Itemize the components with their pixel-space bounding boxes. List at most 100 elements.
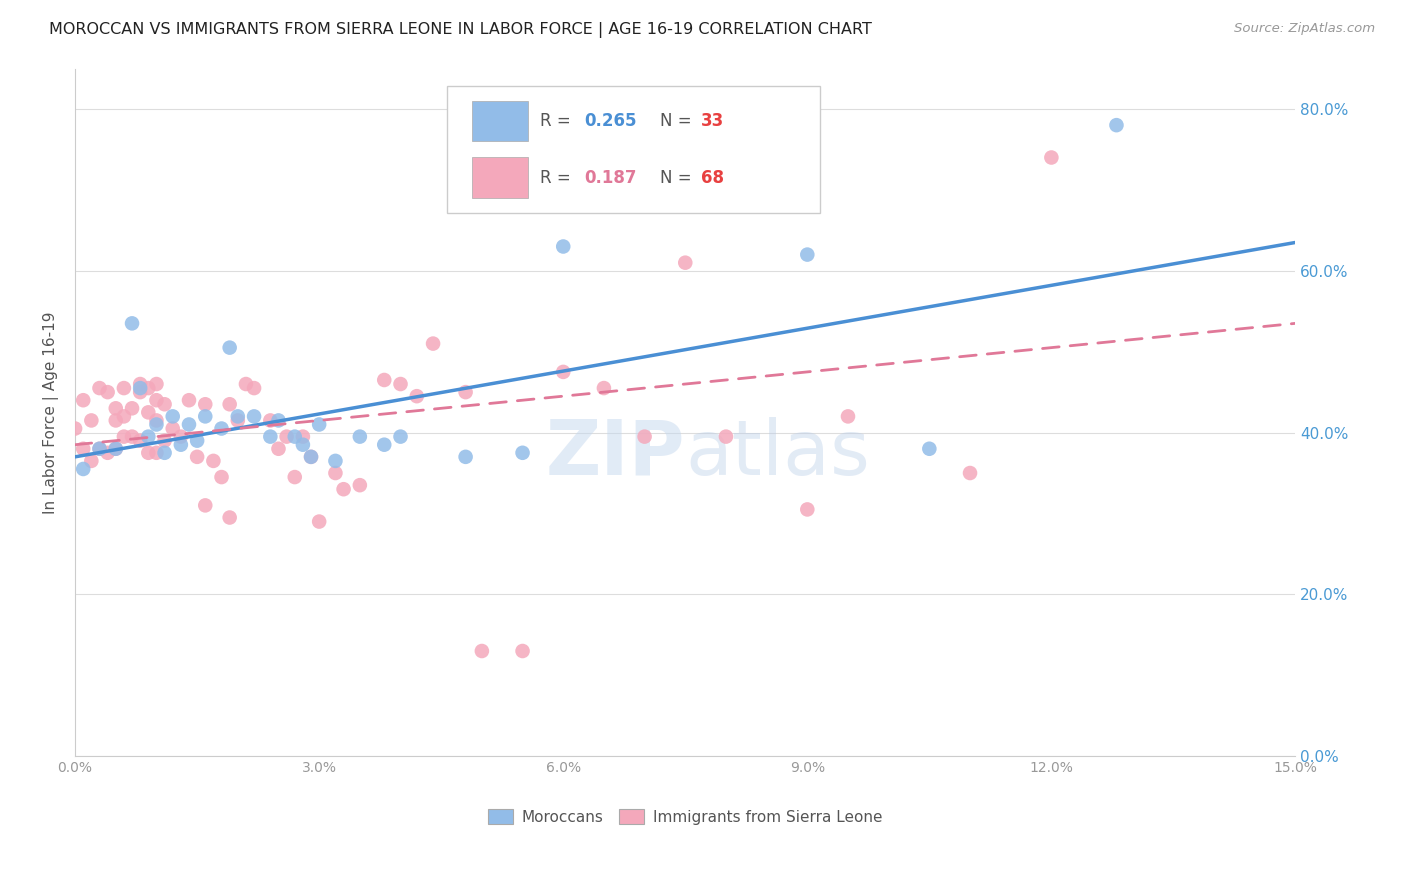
Point xyxy=(89,381,111,395)
Point xyxy=(186,434,208,448)
Point xyxy=(136,381,159,395)
Point xyxy=(129,377,152,392)
Point xyxy=(673,255,696,269)
Point xyxy=(291,438,314,452)
Point xyxy=(218,397,240,411)
Y-axis label: In Labor Force | Age 16-19: In Labor Force | Age 16-19 xyxy=(44,311,59,514)
Text: N =: N = xyxy=(659,169,696,186)
Point xyxy=(405,389,427,403)
Point xyxy=(553,239,575,253)
Point xyxy=(97,446,120,460)
Point xyxy=(471,644,494,658)
Text: Source: ZipAtlas.com: Source: ZipAtlas.com xyxy=(1234,22,1375,36)
FancyBboxPatch shape xyxy=(471,157,527,198)
Point xyxy=(145,377,167,392)
Point xyxy=(243,409,266,424)
Point xyxy=(211,470,233,484)
Point xyxy=(1040,151,1063,165)
Text: MOROCCAN VS IMMIGRANTS FROM SIERRA LEONE IN LABOR FORCE | AGE 16-19 CORRELATION : MOROCCAN VS IMMIGRANTS FROM SIERRA LEONE… xyxy=(49,22,872,38)
Point xyxy=(422,336,444,351)
Point xyxy=(373,373,395,387)
Point xyxy=(177,393,200,408)
Point xyxy=(202,454,225,468)
Point xyxy=(80,454,103,468)
Point xyxy=(918,442,941,456)
Point xyxy=(259,429,281,443)
FancyBboxPatch shape xyxy=(471,101,527,141)
Point xyxy=(129,385,152,400)
Text: 0.187: 0.187 xyxy=(583,169,637,186)
Point xyxy=(218,510,240,524)
Point xyxy=(186,450,208,464)
Point xyxy=(299,450,322,464)
Point xyxy=(153,446,176,460)
Point xyxy=(373,438,395,452)
Point xyxy=(153,434,176,448)
Point xyxy=(454,385,477,400)
Point xyxy=(89,442,111,456)
Point xyxy=(145,446,167,460)
Point xyxy=(136,429,159,443)
Point xyxy=(170,429,193,443)
Point xyxy=(177,417,200,432)
Point xyxy=(145,413,167,427)
FancyBboxPatch shape xyxy=(447,86,820,213)
Point xyxy=(97,385,120,400)
Point xyxy=(162,409,184,424)
Point xyxy=(194,409,217,424)
Point xyxy=(714,429,737,443)
Point xyxy=(170,438,193,452)
Point xyxy=(104,442,127,456)
Point xyxy=(235,377,257,392)
Text: ZIP: ZIP xyxy=(546,417,685,491)
Point xyxy=(389,429,412,443)
Point xyxy=(633,429,655,443)
Point xyxy=(349,478,371,492)
Point xyxy=(512,446,534,460)
Point xyxy=(325,454,347,468)
Point xyxy=(226,409,249,424)
Point xyxy=(145,417,167,432)
Point xyxy=(80,413,103,427)
Point xyxy=(325,466,347,480)
Point xyxy=(104,401,127,416)
Point xyxy=(72,393,94,408)
Point xyxy=(332,482,354,496)
Point xyxy=(112,381,135,395)
Point xyxy=(959,466,981,480)
Text: 33: 33 xyxy=(702,112,724,130)
Text: N =: N = xyxy=(659,112,696,130)
Point xyxy=(796,502,818,516)
Point xyxy=(299,450,322,464)
Point xyxy=(104,413,127,427)
Point xyxy=(194,397,217,411)
Point xyxy=(162,421,184,435)
Text: R =: R = xyxy=(540,112,576,130)
Point xyxy=(553,365,575,379)
Point xyxy=(121,317,143,331)
Point xyxy=(129,434,152,448)
Point xyxy=(291,429,314,443)
Point xyxy=(308,515,330,529)
Point xyxy=(259,413,281,427)
Point xyxy=(72,462,94,476)
Point xyxy=(276,429,298,443)
Point xyxy=(89,442,111,456)
Point xyxy=(593,381,616,395)
Point xyxy=(63,421,86,435)
Point xyxy=(112,429,135,443)
Point xyxy=(267,413,290,427)
Point xyxy=(112,409,135,424)
Text: R =: R = xyxy=(540,169,576,186)
Point xyxy=(104,442,127,456)
Point xyxy=(1105,118,1128,132)
Text: 0.265: 0.265 xyxy=(583,112,637,130)
Point xyxy=(121,429,143,443)
Point xyxy=(121,401,143,416)
Point xyxy=(194,499,217,513)
Point xyxy=(218,341,240,355)
Text: 68: 68 xyxy=(702,169,724,186)
Point xyxy=(129,381,152,395)
Legend: Moroccans, Immigrants from Sierra Leone: Moroccans, Immigrants from Sierra Leone xyxy=(481,802,890,832)
Point xyxy=(308,417,330,432)
